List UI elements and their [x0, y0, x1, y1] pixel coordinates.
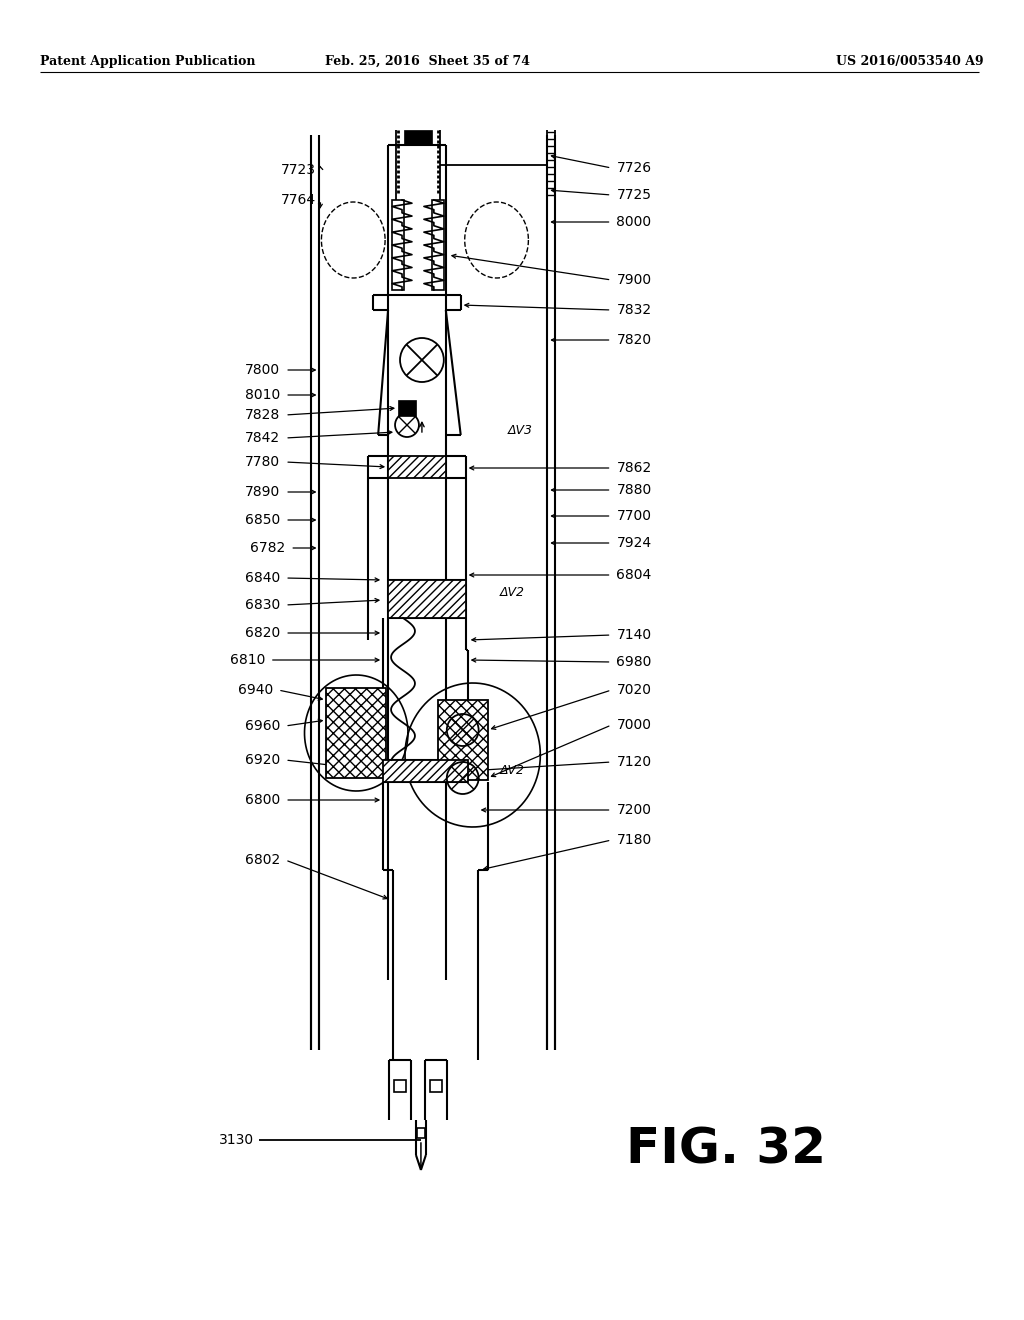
- Text: 7140: 7140: [616, 628, 651, 642]
- Text: US 2016/0053540 A9: US 2016/0053540 A9: [836, 55, 983, 69]
- Text: 6782: 6782: [250, 541, 286, 554]
- Text: 6850: 6850: [245, 513, 281, 527]
- Text: ΔV3: ΔV3: [508, 424, 532, 437]
- Text: 6810: 6810: [229, 653, 265, 667]
- Text: 6830: 6830: [245, 598, 281, 612]
- Text: 6980: 6980: [616, 655, 652, 669]
- Text: Patent Application Publication: Patent Application Publication: [40, 55, 255, 69]
- Text: 8010: 8010: [245, 388, 281, 403]
- Bar: [430, 1080, 441, 1092]
- Text: 7180: 7180: [616, 833, 651, 847]
- Bar: [432, 201, 443, 290]
- Text: 6800: 6800: [245, 793, 281, 807]
- Bar: [388, 455, 445, 478]
- Text: 7832: 7832: [616, 304, 651, 317]
- Text: 7880: 7880: [616, 483, 651, 498]
- Text: 7764: 7764: [281, 193, 315, 207]
- Text: 6920: 6920: [245, 752, 281, 767]
- Text: 7862: 7862: [616, 461, 651, 475]
- Text: 7780: 7780: [245, 455, 281, 469]
- Text: 6960: 6960: [245, 719, 281, 733]
- Bar: [394, 1080, 406, 1092]
- Text: 7842: 7842: [245, 432, 281, 445]
- Text: 7020: 7020: [616, 682, 651, 697]
- Text: 6940: 6940: [238, 682, 273, 697]
- Bar: [404, 129, 432, 145]
- Bar: [398, 400, 416, 416]
- Text: 7800: 7800: [245, 363, 281, 378]
- Text: 3130: 3130: [218, 1133, 254, 1147]
- Bar: [327, 688, 386, 777]
- Bar: [438, 700, 487, 780]
- Text: 7000: 7000: [616, 718, 651, 733]
- Text: 7890: 7890: [245, 484, 281, 499]
- Text: 7725: 7725: [616, 187, 651, 202]
- Bar: [383, 760, 468, 781]
- Text: Feb. 25, 2016  Sheet 35 of 74: Feb. 25, 2016 Sheet 35 of 74: [326, 55, 530, 69]
- Text: 7900: 7900: [616, 273, 651, 286]
- Text: 7700: 7700: [616, 510, 651, 523]
- Text: 7120: 7120: [616, 755, 651, 770]
- Text: 6802: 6802: [245, 853, 281, 867]
- Bar: [392, 201, 404, 290]
- Text: FIG. 32: FIG. 32: [627, 1126, 826, 1173]
- Text: ΔV2: ΔV2: [500, 586, 524, 598]
- Text: 7726: 7726: [616, 161, 651, 176]
- Text: 7200: 7200: [616, 803, 651, 817]
- Bar: [417, 1129, 425, 1138]
- Bar: [388, 579, 466, 618]
- Text: 7828: 7828: [245, 408, 281, 422]
- Text: 6804: 6804: [616, 568, 651, 582]
- Text: 7723: 7723: [281, 162, 315, 177]
- Text: 8000: 8000: [616, 215, 651, 228]
- Text: ΔV2: ΔV2: [500, 764, 524, 777]
- Text: 7820: 7820: [616, 333, 651, 347]
- Text: 6820: 6820: [245, 626, 281, 640]
- Text: 7924: 7924: [616, 536, 651, 550]
- Text: 6840: 6840: [245, 572, 281, 585]
